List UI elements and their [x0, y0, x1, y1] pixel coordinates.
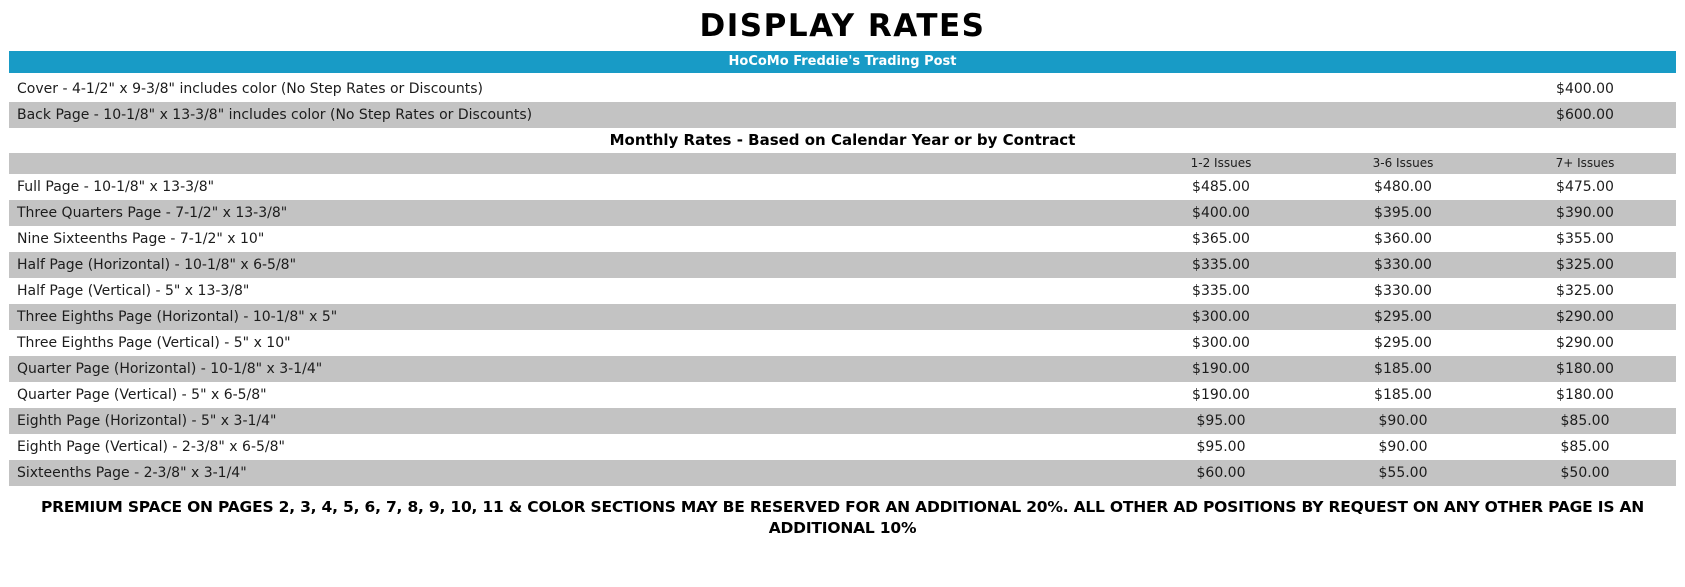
- rate-3-6-issues: $295.00: [1374, 335, 1432, 351]
- rate-1-2-issues: $190.00: [1192, 361, 1250, 377]
- rate-3-6-issues: $295.00: [1374, 309, 1432, 325]
- rate-1-2-issues: $400.00: [1192, 205, 1250, 221]
- column-header-7plus-issues: 7+ Issues: [1555, 156, 1615, 170]
- row-label: Three Quarters Page - 7-1/2" x 13-3/8": [17, 205, 288, 221]
- page-title: DISPLAY RATES: [699, 8, 986, 44]
- row-label: Back Page - 10-1/8" x 13-3/8" includes c…: [17, 107, 533, 123]
- table-row: Nine Sixteenths Page - 7-1/2" x 10" $365…: [9, 226, 1676, 252]
- row-label: Three Eighths Page (Vertical) - 5" x 10": [17, 335, 291, 351]
- table-row: Full Page - 10-1/8" x 13-3/8" $485.00 $4…: [9, 174, 1676, 200]
- rate-7plus-issues: $85.00: [1560, 413, 1610, 429]
- row-price: $400.00: [1556, 81, 1614, 97]
- monthly-rates-heading: Monthly Rates - Based on Calendar Year o…: [9, 128, 1676, 153]
- row-label: Eighth Page (Vertical) - 2-3/8" x 6-5/8": [17, 439, 285, 455]
- rate-7plus-issues: $355.00: [1556, 231, 1614, 247]
- table-row: Three Quarters Page - 7-1/2" x 13-3/8" $…: [9, 200, 1676, 226]
- rate-1-2-issues: $300.00: [1192, 335, 1250, 351]
- rate-7plus-issues: $180.00: [1556, 361, 1614, 377]
- row-label: Eighth Page (Horizontal) - 5" x 3-1/4": [17, 413, 277, 429]
- rate-1-2-issues: $335.00: [1192, 283, 1250, 299]
- rate-7plus-issues: $290.00: [1556, 309, 1614, 325]
- table-row: Eighth Page (Vertical) - 2-3/8" x 6-5/8"…: [9, 434, 1676, 460]
- rate-1-2-issues: $60.00: [1196, 465, 1246, 481]
- row-label: Half Page (Vertical) - 5" x 13-3/8": [17, 283, 250, 299]
- rate-3-6-issues: $395.00: [1374, 205, 1432, 221]
- rate-7plus-issues: $475.00: [1556, 179, 1614, 195]
- row-label: Full Page - 10-1/8" x 13-3/8": [17, 179, 215, 195]
- rate-3-6-issues: $330.00: [1374, 257, 1432, 273]
- row-label: Three Eighths Page (Horizontal) - 10-1/8…: [17, 309, 338, 325]
- table-row: Sixteenths Page - 2-3/8" x 3-1/4" $60.00…: [9, 460, 1676, 486]
- display-rates-page: DISPLAY RATES HoCoMo Freddie's Trading P…: [9, 8, 1676, 537]
- rate-7plus-issues: $325.00: [1556, 257, 1614, 273]
- rate-1-2-issues: $300.00: [1192, 309, 1250, 325]
- row-label: Nine Sixteenths Page - 7-1/2" x 10": [17, 231, 265, 247]
- rate-1-2-issues: $365.00: [1192, 231, 1250, 247]
- row-label: Quarter Page (Horizontal) - 10-1/8" x 3-…: [17, 361, 323, 377]
- rate-3-6-issues: $185.00: [1374, 387, 1432, 403]
- row-label: Quarter Page (Vertical) - 5" x 6-5/8": [17, 387, 267, 403]
- rate-3-6-issues: $90.00: [1378, 439, 1428, 455]
- rate-3-6-issues: $185.00: [1374, 361, 1432, 377]
- publication-banner: HoCoMo Freddie's Trading Post: [9, 51, 1676, 73]
- rate-7plus-issues: $85.00: [1560, 439, 1610, 455]
- table-row-cover: Cover - 4-1/2" x 9-3/8" includes color (…: [9, 76, 1676, 102]
- rate-1-2-issues: $485.00: [1192, 179, 1250, 195]
- table-row-back-page: Back Page - 10-1/8" x 13-3/8" includes c…: [9, 102, 1676, 128]
- column-header-1-2-issues: 1-2 Issues: [1190, 156, 1252, 170]
- rate-1-2-issues: $95.00: [1196, 413, 1246, 429]
- table-row: Three Eighths Page (Horizontal) - 10-1/8…: [9, 304, 1676, 330]
- rate-3-6-issues: $330.00: [1374, 283, 1432, 299]
- row-price: $600.00: [1556, 107, 1614, 123]
- rate-7plus-issues: $390.00: [1556, 205, 1614, 221]
- rate-1-2-issues: $335.00: [1192, 257, 1250, 273]
- rate-7plus-issues: $325.00: [1556, 283, 1614, 299]
- column-header-3-6-issues: 3-6 Issues: [1372, 156, 1434, 170]
- monthly-rates-table: Full Page - 10-1/8" x 13-3/8" $485.00 $4…: [9, 174, 1676, 486]
- rate-3-6-issues: $55.00: [1378, 465, 1428, 481]
- row-label: Half Page (Horizontal) - 10-1/8" x 6-5/8…: [17, 257, 297, 273]
- premium-space-note: PREMIUM SPACE ON PAGES 2, 3, 4, 5, 6, 7,…: [40, 498, 1645, 537]
- rate-7plus-issues: $290.00: [1556, 335, 1614, 351]
- rate-1-2-issues: $95.00: [1196, 439, 1246, 455]
- issues-header-row: 1-2 Issues 3-6 Issues 7+ Issues: [9, 153, 1676, 174]
- table-row: Three Eighths Page (Vertical) - 5" x 10"…: [9, 330, 1676, 356]
- row-label: Cover - 4-1/2" x 9-3/8" includes color (…: [17, 81, 483, 97]
- table-row: Quarter Page (Horizontal) - 10-1/8" x 3-…: [9, 356, 1676, 382]
- rate-3-6-issues: $480.00: [1374, 179, 1432, 195]
- rate-3-6-issues: $360.00: [1374, 231, 1432, 247]
- rate-7plus-issues: $180.00: [1556, 387, 1614, 403]
- table-row: Half Page (Horizontal) - 10-1/8" x 6-5/8…: [9, 252, 1676, 278]
- rate-3-6-issues: $90.00: [1378, 413, 1428, 429]
- table-row: Quarter Page (Vertical) - 5" x 6-5/8" $1…: [9, 382, 1676, 408]
- rate-1-2-issues: $190.00: [1192, 387, 1250, 403]
- row-label: Sixteenths Page - 2-3/8" x 3-1/4": [17, 465, 247, 481]
- rate-7plus-issues: $50.00: [1560, 465, 1610, 481]
- table-row: Eighth Page (Horizontal) - 5" x 3-1/4" $…: [9, 408, 1676, 434]
- table-row: Half Page (Vertical) - 5" x 13-3/8" $335…: [9, 278, 1676, 304]
